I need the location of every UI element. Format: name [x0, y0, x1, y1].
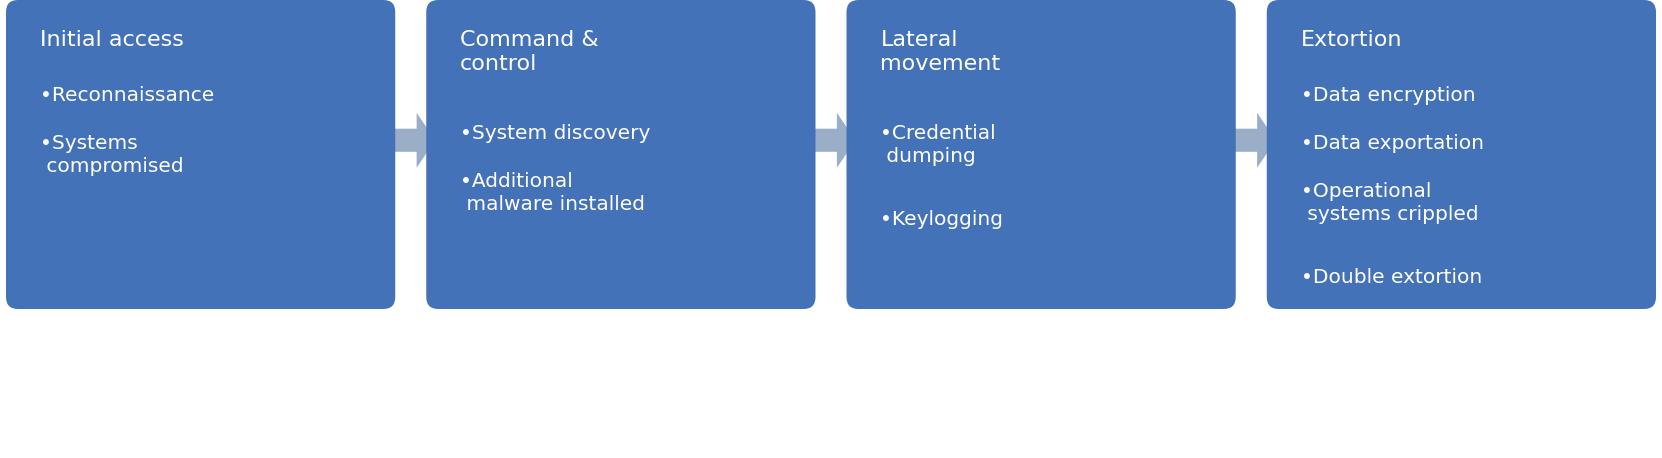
FancyBboxPatch shape	[1266, 0, 1655, 309]
Text: •Operational
 systems crippled: •Operational systems crippled	[1301, 182, 1478, 224]
Text: Lateral
movement: Lateral movement	[881, 30, 1001, 74]
Polygon shape	[806, 113, 856, 168]
Polygon shape	[386, 113, 435, 168]
Text: Command &
control: Command & control	[460, 30, 598, 74]
Text: •Double extortion: •Double extortion	[1301, 268, 1483, 287]
Polygon shape	[1227, 113, 1276, 168]
Text: •Systems
 compromised: •Systems compromised	[40, 134, 183, 176]
FancyBboxPatch shape	[425, 0, 816, 309]
FancyBboxPatch shape	[846, 0, 1237, 309]
Text: •Data encryption: •Data encryption	[1301, 86, 1476, 105]
Text: Initial access: Initial access	[40, 30, 184, 50]
Text: Extortion: Extortion	[1301, 30, 1403, 50]
Text: •System discovery: •System discovery	[460, 124, 650, 143]
Text: •Additional
 malware installed: •Additional malware installed	[460, 172, 645, 214]
Text: •Credential
 dumping: •Credential dumping	[881, 124, 996, 166]
FancyBboxPatch shape	[7, 0, 396, 309]
Text: •Reconnaissance: •Reconnaissance	[40, 86, 214, 105]
Text: •Data exportation: •Data exportation	[1301, 134, 1484, 153]
Text: •Keylogging: •Keylogging	[881, 210, 1004, 229]
